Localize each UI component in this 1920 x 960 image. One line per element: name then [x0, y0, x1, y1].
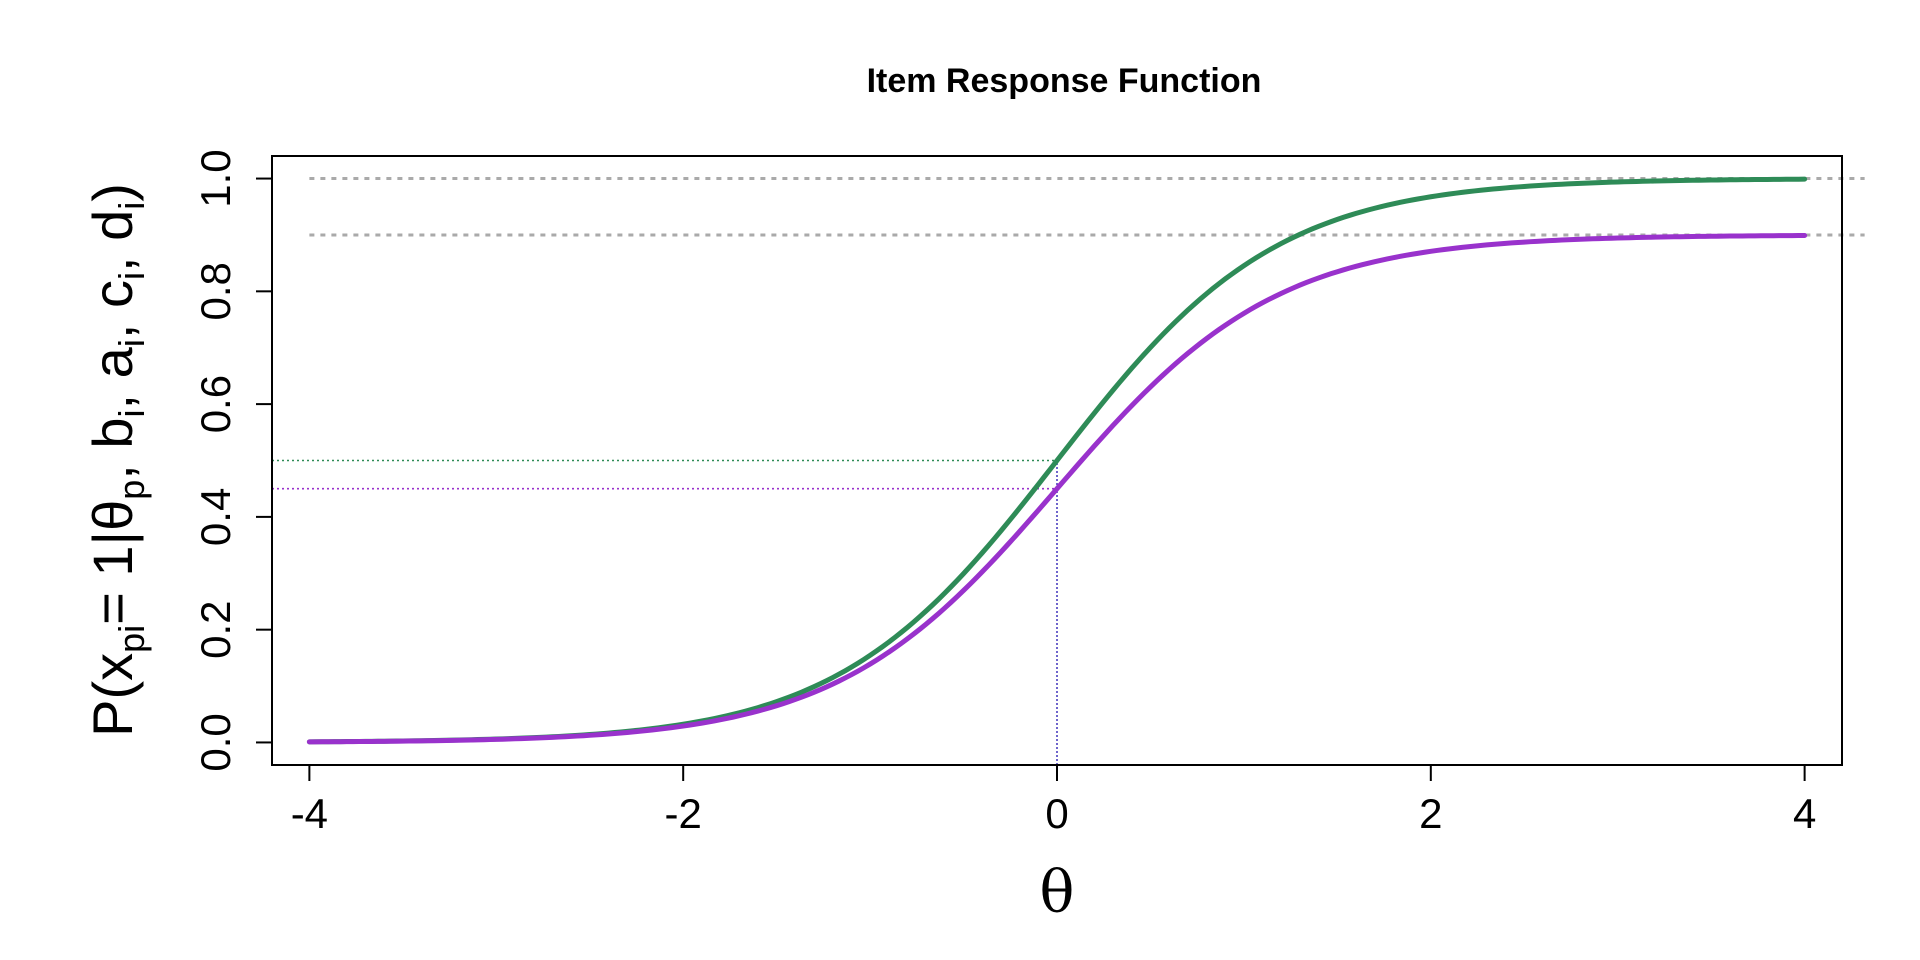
- x-tick-label-1: -2: [665, 790, 702, 837]
- x-tick-label-4: 4: [1793, 790, 1816, 837]
- y-label-mid4: , c: [81, 280, 144, 339]
- y-label-sub-p: p: [111, 480, 152, 500]
- irf-curve-1: [306, 233, 1808, 745]
- y-label-sub-a: i: [111, 339, 152, 347]
- y-tick-label-3: 0.6: [192, 375, 239, 433]
- y-tick-label-4: 0.8: [192, 262, 239, 320]
- y-tick-label-1: 0.2: [192, 600, 239, 658]
- y-label-mid3: , a: [81, 346, 144, 409]
- x-tick-label-0: -4: [291, 790, 328, 837]
- y-tick-label-0: 0.0: [192, 713, 239, 771]
- reference-lines: [272, 177, 1865, 765]
- x-axis: -4 -2 0 2 4: [291, 764, 1816, 837]
- x-tick-label-2: 0: [1045, 790, 1068, 837]
- chart-title: Item Response Function: [867, 62, 1262, 100]
- y-label-mid5: , d: [81, 210, 144, 272]
- y-label-sub-b: i: [111, 409, 152, 417]
- y-axis: 0.0 0.2 0.4 0.6 0.8 1.0: [192, 149, 273, 772]
- y-label-prefix: P(x: [81, 653, 144, 737]
- y-tick-label-5: 1.0: [192, 149, 239, 207]
- y-label-sub-c: i: [111, 272, 152, 280]
- y-axis-label: P(xpi= 1|θp, bi, ai, ci, di): [81, 183, 152, 737]
- y-tick-label-2: 0.4: [192, 488, 239, 546]
- x-axis-label: θ: [1040, 858, 1075, 926]
- y-label-sub-d: i: [111, 202, 152, 210]
- y-label-suffix: ): [81, 183, 144, 202]
- series-layer: [306, 176, 1808, 745]
- y-label-mid2: , b: [81, 417, 144, 479]
- y-label-mid1: = 1|θ: [81, 500, 144, 625]
- x-tick-label-3: 2: [1419, 790, 1442, 837]
- y-label-sub-pi: pi: [111, 625, 152, 653]
